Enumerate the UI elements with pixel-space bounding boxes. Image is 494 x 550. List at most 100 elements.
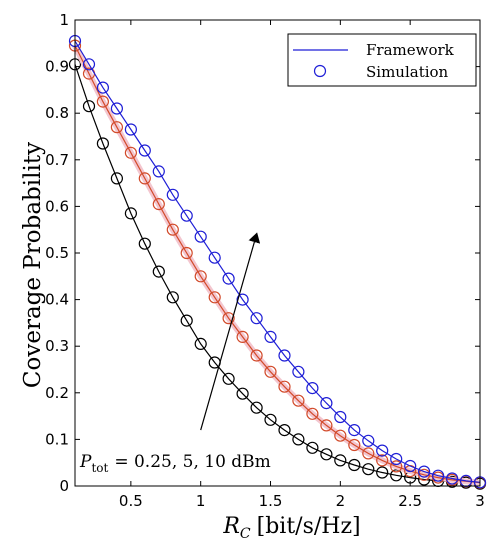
series-3-point — [166, 188, 179, 201]
series-1-point — [250, 401, 263, 414]
legend-circle-swatch — [313, 64, 327, 78]
y-tick-label: 0.1 — [45, 430, 69, 448]
series-1-point — [96, 137, 110, 150]
series-1-point — [194, 337, 207, 350]
plot-frame — [74, 19, 481, 487]
series-1-point — [124, 207, 137, 220]
series-2-point — [376, 454, 389, 467]
series-3-point — [264, 330, 277, 343]
series-3-point — [96, 81, 110, 94]
series-2-point — [138, 172, 151, 185]
series-2-line — [74, 45, 481, 484]
series-2-point — [110, 121, 124, 134]
series-3-point — [292, 365, 305, 378]
annotation-arrow — [200, 232, 261, 431]
x-tick-label: 2.5 — [398, 492, 422, 510]
series-2-point — [236, 330, 249, 343]
series-2-point — [96, 95, 110, 108]
series-3-point — [390, 452, 403, 466]
series-2-point — [208, 291, 221, 304]
series-2-point — [264, 365, 277, 378]
series-2-point — [180, 246, 193, 260]
series-2-point — [362, 447, 375, 460]
y-tick-label: 0.5 — [45, 244, 69, 262]
series-3-point — [236, 293, 249, 306]
annotation-label: Ptot = 0.25, 5, 10 dBm — [79, 452, 271, 475]
y-tick-label: 0.4 — [45, 291, 69, 309]
legend-label-simulation: Simulation — [366, 63, 449, 81]
series-3-point — [306, 382, 319, 395]
series-3-point — [278, 349, 291, 362]
series-2-point — [124, 146, 137, 159]
y-axis-title: Coverage Probability — [20, 142, 46, 388]
series-1-point — [306, 441, 319, 454]
legend: Framework Simulation — [287, 33, 477, 87]
x-axis-title: RC [bit/s/Hz] — [222, 514, 360, 542]
series-1-point — [320, 448, 333, 461]
annotation-rest: = 0.25, 5, 10 dBm — [114, 452, 270, 472]
series-3-point — [334, 410, 347, 424]
series-3-point — [362, 434, 375, 447]
annotation-symbol: P — [79, 452, 92, 472]
series-1-point — [292, 433, 305, 446]
x-tick-label: 1.5 — [259, 492, 283, 510]
series-3-line — [74, 40, 481, 483]
series-2-point — [348, 438, 361, 452]
series-2-point — [320, 419, 333, 432]
x-tick-label: 3 — [475, 492, 485, 510]
ticks-group: 0.5 1 1.5 2 2.5 3 0 0.1 0.2 0.3 0.4 0.5 0.6 0.7 0.8 0.9… — [45, 11, 485, 510]
series-2-point — [222, 312, 235, 325]
series-2-point — [278, 380, 291, 393]
series-3-point — [138, 144, 151, 157]
series-1-point — [82, 100, 96, 113]
series-1-point — [166, 291, 179, 304]
y-tick-label: 0.7 — [45, 151, 69, 169]
x-tick-label: 0.5 — [119, 492, 143, 510]
series-3-point — [320, 397, 333, 410]
x-axis-subscript: C — [240, 526, 251, 542]
y-tick-label: 1 — [59, 11, 69, 29]
series-3-point — [180, 209, 193, 222]
series-2-point — [390, 460, 403, 473]
series-2-point — [306, 407, 319, 420]
series-2-point — [334, 429, 347, 442]
series-2-point — [166, 223, 179, 236]
series-1-point — [348, 458, 361, 472]
legend-box — [287, 33, 477, 87]
y-tick-label: 0.9 — [45, 58, 69, 76]
series-3-point — [446, 472, 459, 485]
series-3-point — [208, 251, 221, 264]
series-2-point — [194, 270, 207, 283]
series-1-point — [180, 314, 193, 327]
y-tick-label: 0.2 — [45, 384, 69, 402]
series-3-point — [432, 469, 445, 482]
series-2-point — [152, 198, 165, 211]
y-tick-label: 0.6 — [45, 197, 69, 215]
series-3-point — [110, 102, 124, 115]
series-3-point — [250, 312, 263, 325]
series-1-point — [138, 237, 151, 250]
series-3-point — [376, 444, 389, 457]
series-1-point — [110, 172, 124, 185]
series-3-point — [194, 230, 207, 243]
series-1-point — [362, 463, 375, 476]
series-1-point — [390, 469, 403, 482]
y-tick-label: 0 — [59, 477, 69, 495]
y-tick-label: 0.3 — [45, 337, 69, 355]
series-1-point — [152, 265, 165, 278]
y-tick-label: 0.8 — [45, 104, 69, 122]
series-2-point — [418, 468, 431, 481]
plot-series-group — [68, 34, 487, 490]
series-3-point — [348, 424, 361, 437]
series-2-point — [292, 394, 305, 407]
series-3-point — [404, 459, 417, 473]
series-1-point — [334, 454, 347, 467]
series-1-point — [278, 424, 291, 437]
series-1-point — [264, 413, 277, 426]
series-3-point — [222, 272, 235, 285]
series-2-point — [250, 349, 263, 362]
series-1-point — [236, 387, 249, 400]
series-3-point — [82, 58, 96, 71]
legend-label-framework: Framework — [366, 41, 455, 59]
